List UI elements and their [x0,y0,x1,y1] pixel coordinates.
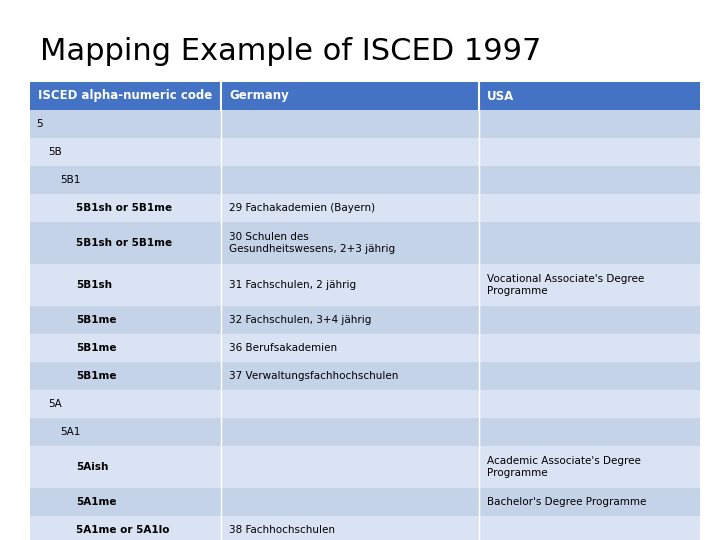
Text: 31 Fachschulen, 2 jährig: 31 Fachschulen, 2 jährig [229,280,356,290]
Text: Vocational Associate's Degree
Programme: Vocational Associate's Degree Programme [487,274,644,296]
Text: 5Aish: 5Aish [76,462,109,472]
Text: Bachelor's Degree Programme: Bachelor's Degree Programme [487,497,647,507]
Text: 36 Berufsakademien: 36 Berufsakademien [229,343,337,353]
Text: 5A1: 5A1 [60,427,81,437]
Text: 30 Schulen des
Gesundheitswesens, 2+3 jährig: 30 Schulen des Gesundheitswesens, 2+3 jä… [229,232,395,254]
Text: 5: 5 [36,119,42,129]
Text: USA: USA [487,90,514,103]
Text: 5A1me or 5A1lo: 5A1me or 5A1lo [76,525,169,535]
Text: ISCED alpha-numeric code: ISCED alpha-numeric code [38,90,212,103]
Text: 5A1me: 5A1me [76,497,117,507]
Text: 38 Fachhochschulen: 38 Fachhochschulen [229,525,335,535]
Text: 32 Fachschulen, 3+4 jährig: 32 Fachschulen, 3+4 jährig [229,315,372,325]
Text: 5B1me: 5B1me [76,343,117,353]
Text: 5B1sh: 5B1sh [76,280,112,290]
Text: 5B: 5B [48,147,62,157]
Text: 29 Fachakademien (Bayern): 29 Fachakademien (Bayern) [229,203,375,213]
Text: Mapping Example of ISCED 1997: Mapping Example of ISCED 1997 [40,37,541,66]
Text: 5B1: 5B1 [60,175,81,185]
Text: 5A: 5A [48,399,62,409]
Text: Academic Associate's Degree
Programme: Academic Associate's Degree Programme [487,456,641,478]
Text: 5B1me: 5B1me [76,315,117,325]
Text: 37 Verwaltungsfachhochschulen: 37 Verwaltungsfachhochschulen [229,371,398,381]
Text: Germany: Germany [229,90,289,103]
Text: 5B1me: 5B1me [76,371,117,381]
Text: 5B1sh or 5B1me: 5B1sh or 5B1me [76,238,172,248]
Text: 5B1sh or 5B1me: 5B1sh or 5B1me [76,203,172,213]
